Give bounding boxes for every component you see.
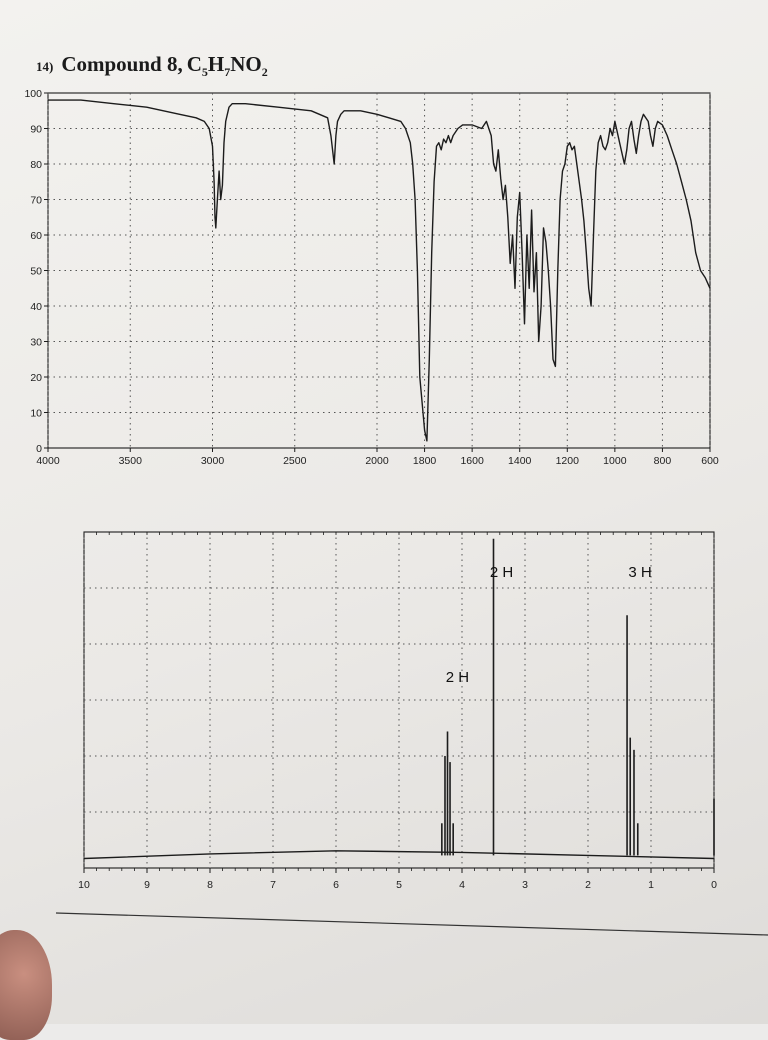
nmr-integration-label: 2 H (490, 564, 513, 581)
ir-x-tick-label: 4000 (36, 455, 60, 467)
ir-x-tick-label: 1400 (508, 455, 532, 467)
ir-y-tick-label: 60 (30, 230, 42, 242)
ir-y-tick-label: 70 (30, 195, 42, 207)
nmr-x-tick-label: 4 (459, 879, 465, 891)
problem-header: 14) Compound 8, C5H7NO2 (36, 52, 268, 80)
ir-y-tick-label: 90 (30, 124, 42, 136)
ir-x-tick-label: 2000 (365, 455, 389, 467)
ir-transmittance-line (48, 99, 711, 442)
ir-y-tick-label: 40 (30, 301, 42, 313)
ir-y-tick-label: 50 (30, 266, 42, 278)
formula-subscript: 2 (261, 65, 268, 80)
problem-number: 14) (36, 59, 54, 74)
ir-y-tick-label: 20 (30, 372, 42, 384)
ir-y-tick-label: 100 (24, 88, 42, 100)
bottom-rule-line (55, 912, 768, 936)
ir-x-tick-label: 3500 (119, 455, 143, 467)
formula-part: H (207, 52, 225, 76)
nmr-integration-label: 3 H (628, 564, 651, 581)
ir-x-tick-label: 1200 (556, 455, 580, 467)
nmr-x-tick-label: 0 (711, 879, 717, 891)
nmr-x-tick-label: 9 (144, 879, 150, 891)
nmr-x-tick-label: 6 (333, 879, 339, 891)
formula-part: C (186, 52, 202, 76)
nmr-x-tick-label: 1 (648, 879, 654, 891)
formula-subscript: 7 (224, 65, 231, 80)
ir-x-tick-label: 3000 (201, 455, 225, 467)
formula-part: NO (230, 52, 262, 76)
nmr-x-tick-label: 5 (396, 879, 402, 891)
nmr-x-tick-label: 2 (585, 879, 591, 891)
formula-subscript: 5 (201, 65, 208, 80)
ir-x-tick-label: 1000 (603, 455, 627, 467)
ir-y-tick-label: 30 (30, 337, 42, 349)
nmr-integration-label: 2 H (446, 669, 469, 686)
ir-x-tick-label: 1600 (460, 455, 484, 467)
thumb-finger (0, 930, 52, 1040)
nmr-x-tick-label: 7 (270, 879, 276, 891)
ir-y-tick-label: 0 (36, 443, 42, 455)
ir-x-tick-label: 1800 (413, 455, 437, 467)
ir-x-tick-label: 800 (654, 455, 672, 467)
nmr-baseline (83, 850, 715, 860)
compound-name: Compound 8, (61, 52, 183, 76)
ir-y-tick-label: 10 (30, 408, 42, 420)
molecular-formula: C5H7NO2 (186, 52, 268, 80)
nmr-x-tick-label: 3 (522, 879, 528, 891)
nmr-x-tick-label: 8 (207, 879, 213, 891)
ir-y-tick-label: 80 (30, 159, 42, 171)
nmr-x-tick-label: 10 (78, 879, 90, 891)
ir-x-tick-label: 600 (701, 455, 719, 467)
ir-x-tick-label: 2500 (283, 455, 307, 467)
